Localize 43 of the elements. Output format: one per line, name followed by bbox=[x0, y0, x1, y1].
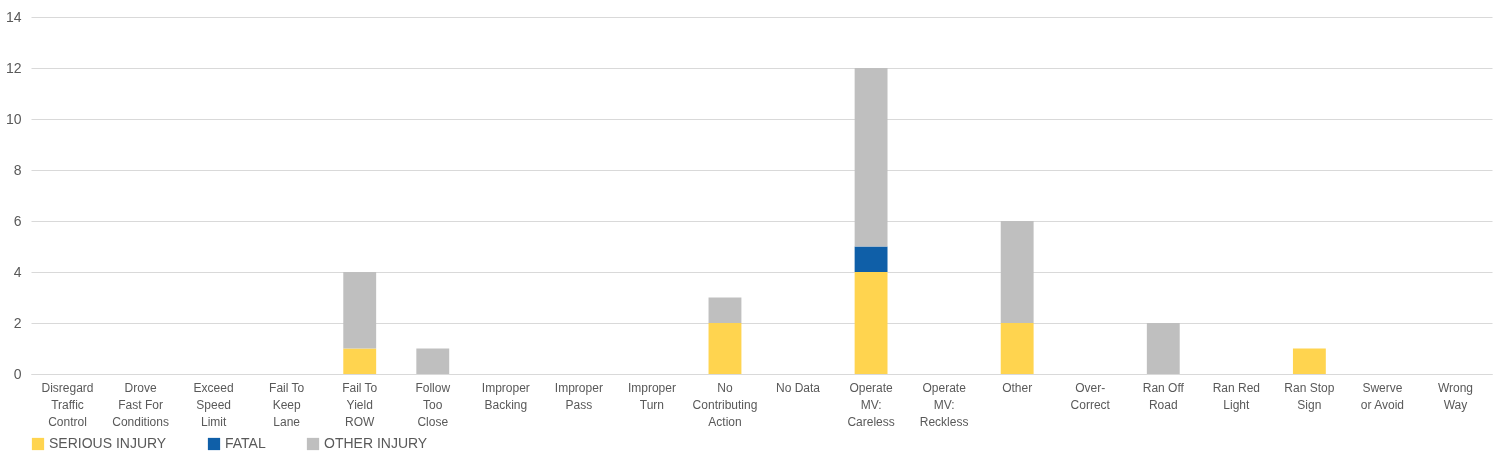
x-tick-label: Swerve or Avoid bbox=[1360, 380, 1404, 412]
legend-label: SERIOUS INJURY bbox=[49, 435, 167, 451]
y-tick-label: 12 bbox=[5, 59, 22, 76]
y-tick-label: 4 bbox=[13, 263, 22, 280]
bar bbox=[1000, 323, 1034, 374]
bar bbox=[1146, 323, 1180, 374]
x-tick-label: Over-Correct bbox=[1070, 380, 1111, 412]
bar bbox=[708, 323, 742, 374]
bar bbox=[708, 297, 742, 323]
legend-label: OTHER INJURY bbox=[324, 435, 428, 451]
x-tick-label: Fail To Keep Lane bbox=[269, 380, 305, 429]
x-tick-label: No Contributing Action bbox=[692, 380, 758, 429]
bar bbox=[1292, 348, 1326, 374]
bar bbox=[343, 272, 377, 349]
x-tick-label: Fail To Yield ROW bbox=[342, 380, 378, 429]
y-tick-label: 6 bbox=[13, 212, 22, 229]
x-tick-label: Exceed Speed Limit bbox=[193, 380, 234, 429]
x-tick-label: Ran Stop Sign bbox=[1284, 380, 1335, 412]
y-tick-label: 8 bbox=[13, 161, 22, 178]
y-tick-label: 14 bbox=[5, 8, 22, 25]
x-tick-label: Ran Red Light bbox=[1212, 380, 1261, 412]
x-tick-label: Ran Off Road bbox=[1142, 380, 1185, 412]
legend-label: FATAL bbox=[225, 435, 266, 451]
x-tick-label: No Data bbox=[776, 380, 821, 395]
bar bbox=[854, 246, 888, 272]
bar bbox=[343, 348, 377, 374]
x-tick-label: Drove Fast For Conditions bbox=[112, 380, 169, 429]
x-tick-label: Wrong Way bbox=[1437, 380, 1474, 412]
x-tick-label: Improper Turn bbox=[627, 380, 676, 412]
x-tick-label: Operate MV: Careless bbox=[847, 380, 895, 429]
x-tick-label: Improper Pass bbox=[554, 380, 603, 412]
y-tick-label: 10 bbox=[5, 110, 22, 127]
x-tick-label: Follow Too Close bbox=[415, 380, 451, 429]
y-tick-label: 0 bbox=[13, 365, 22, 382]
bar bbox=[416, 348, 450, 374]
x-tick-label: Disregard Traffic Control bbox=[41, 380, 94, 429]
bar bbox=[854, 272, 888, 374]
x-tick-label: Operate MV: Reckless bbox=[919, 380, 969, 429]
x-tick-label: Other bbox=[1002, 380, 1033, 395]
bar bbox=[1000, 221, 1034, 323]
y-tick-label: 2 bbox=[13, 314, 22, 331]
bar bbox=[854, 68, 888, 247]
x-tick-label: Improper Backing bbox=[481, 380, 530, 412]
